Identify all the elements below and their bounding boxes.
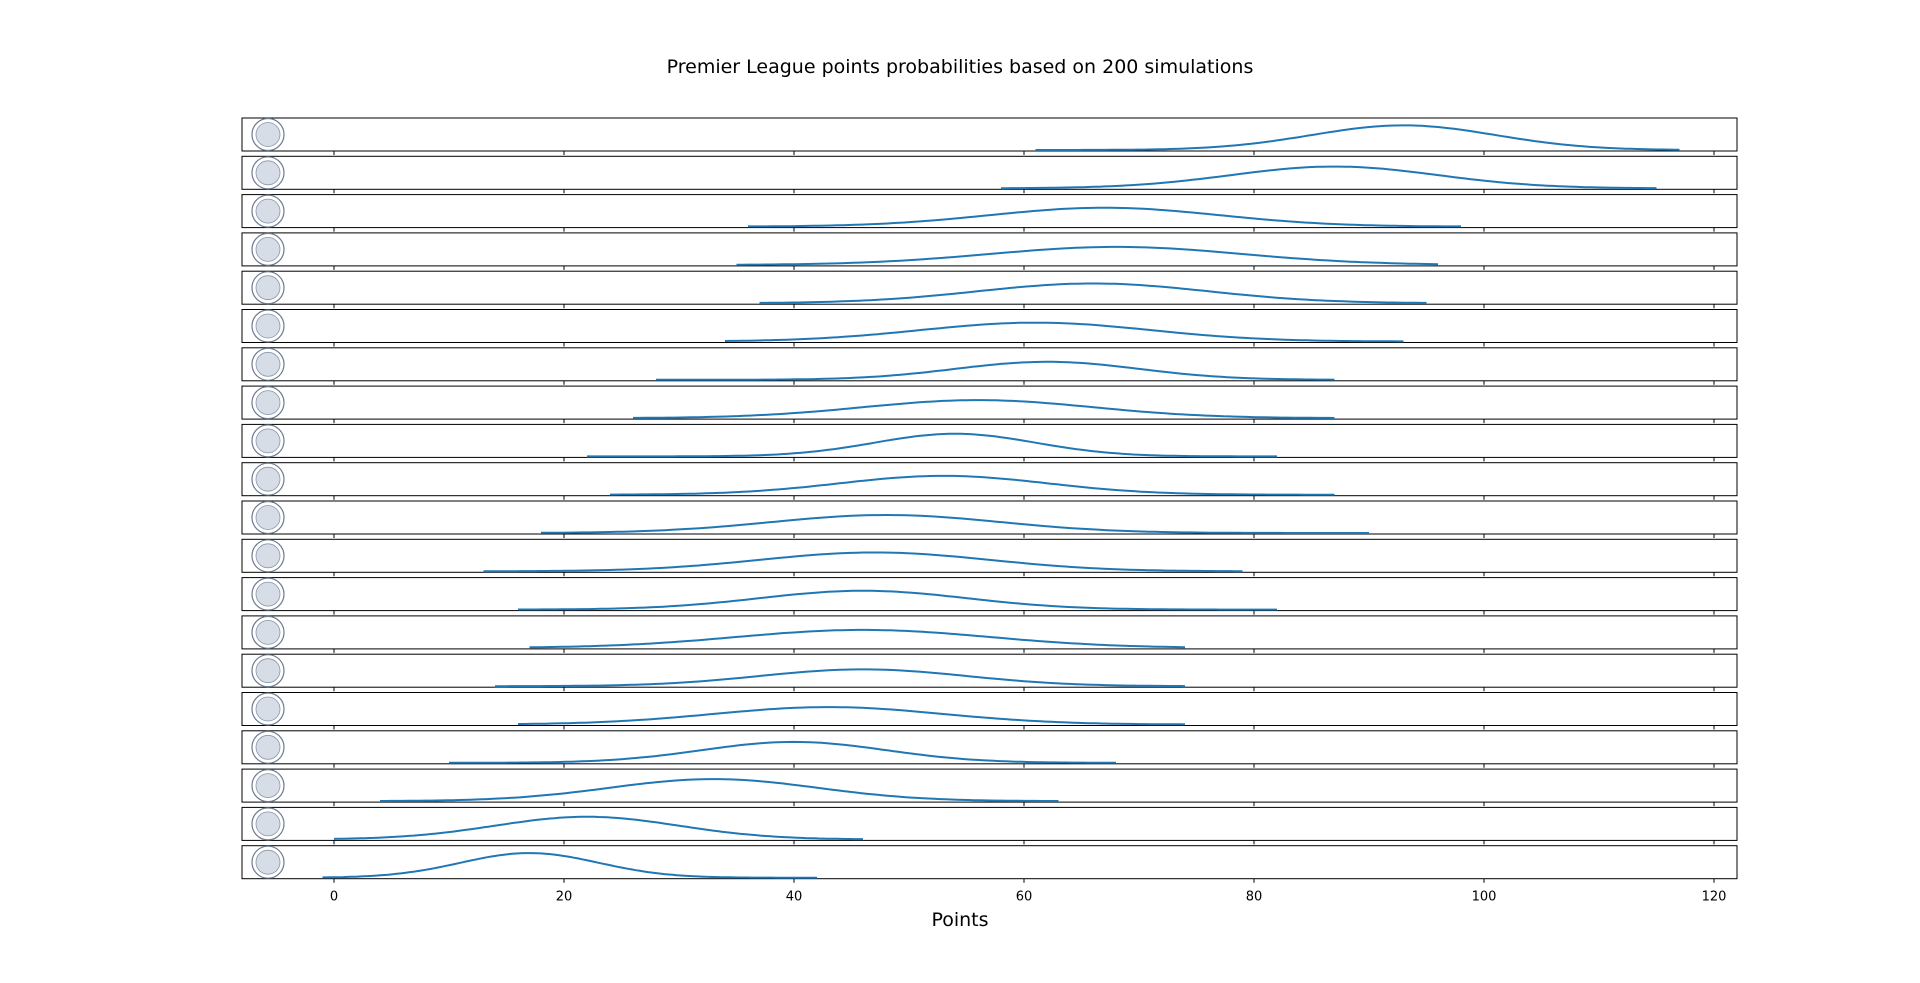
brentford-crest [251,462,285,496]
density-curve [748,206,1461,228]
burnley-crest [251,730,285,764]
panel-frame [241,768,1738,803]
density-curve [518,589,1277,611]
leicester-crest [251,347,285,381]
density-curve [633,399,1335,419]
panel-frame [241,155,1738,190]
x-tick-label: 100 [1472,890,1497,905]
panel-frame [241,692,1738,726]
density-curve [495,668,1186,688]
panel-frame [241,117,1738,152]
density-curve [380,778,1059,802]
panel-frame [241,347,1738,382]
panel-frame [241,806,1738,841]
panel-frame [241,500,1738,535]
arsenal-crest [251,271,285,305]
panel-frame [241,385,1738,420]
team-panel [241,653,1738,692]
density-curve [1001,165,1657,190]
density-curve [610,474,1335,496]
density-curve [724,321,1404,343]
team-panel [241,117,1738,155]
team-panel [241,577,1738,615]
density-curve [656,360,1335,381]
team-panel [241,309,1738,347]
panels [241,117,1738,883]
density-curve [736,245,1439,266]
density-curve [449,740,1117,764]
team-panel [241,270,1738,309]
team-panel [241,845,1738,883]
panel-frame [241,730,1738,765]
wolves-crest [251,692,285,726]
density-curve [483,551,1243,573]
x-tick-label: 20 [556,890,573,905]
leeds-crest [251,768,285,803]
crystal-palace-crest [251,309,285,343]
density-curve [518,706,1186,726]
team-panel [241,155,1738,194]
x-tick-label: 0 [330,890,338,905]
panel-frame [241,232,1738,267]
panel-frame [241,309,1738,343]
x-tick-label: 120 [1702,890,1727,905]
panel-frame [241,462,1738,497]
team-panel [241,462,1738,500]
panel-frame [241,270,1738,305]
team-panel [241,423,1738,462]
x-tick-label: 40 [786,890,803,905]
team-panel [241,232,1738,270]
density-curve [1035,124,1680,151]
panel-frame [241,577,1738,612]
team-panel [241,615,1738,653]
density-curve [333,815,863,841]
panel-frame [241,538,1738,573]
chelsea-crest [251,194,285,228]
team-panel [241,385,1738,424]
watford-crest [251,807,285,841]
team-panel [241,347,1738,385]
tottenham-crest [251,232,285,266]
team-panel [241,730,1738,768]
x-axis: 0 20 40 60 80 100 120 [330,890,1727,905]
x-axis-label: Points [931,909,988,931]
panel-frame [241,615,1738,650]
team-panel [241,768,1738,807]
west-ham-crest [251,424,285,458]
density-curve [529,628,1186,649]
team-panel [241,500,1738,538]
newcastle-crest [251,654,285,688]
norwich-crest [251,845,285,879]
liverpool-crest [251,117,285,152]
everton-crest [251,615,285,650]
man-united-crest [251,386,285,420]
density-curve [587,432,1277,458]
team-panel [241,538,1738,577]
panel-frame [241,423,1738,458]
panel-frame [241,845,1738,880]
team-panel [241,692,1738,730]
southampton-crest [251,539,285,573]
team-panel [241,194,1738,232]
density-curve [541,513,1369,534]
man-city-crest [251,156,285,190]
aston-villa-crest [251,577,285,611]
x-tick-label: 80 [1246,890,1263,905]
chart-title: Premier League points probabilities base… [667,56,1254,78]
panel-frame [241,194,1738,229]
density-curve [759,282,1427,304]
density-curve [322,852,817,879]
team-panel [241,806,1738,845]
panel-frame [241,653,1738,688]
brighton-crest [251,500,285,535]
x-tick-label: 60 [1016,890,1033,905]
